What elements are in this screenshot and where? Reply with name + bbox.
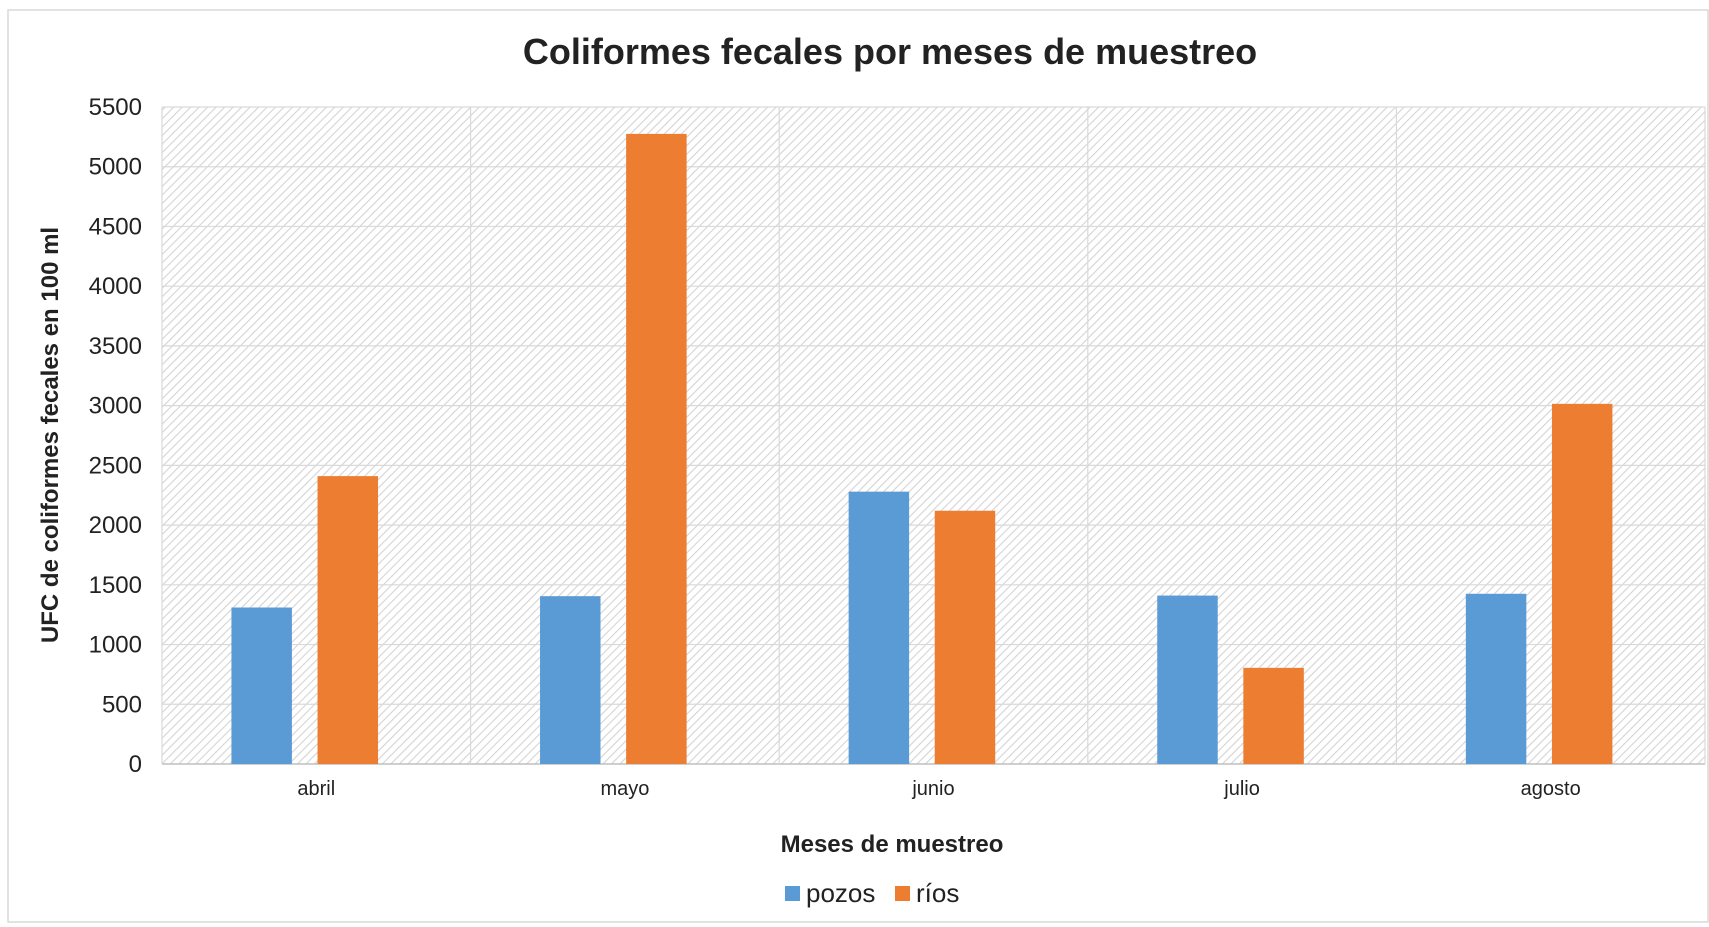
- y-tick-label: 500: [102, 691, 142, 718]
- y-tick-label: 3000: [89, 393, 142, 420]
- x-axis-title: Meses de muestreo: [781, 831, 1004, 858]
- y-tick-label: 4000: [89, 273, 142, 300]
- legend: pozos ríos: [785, 878, 959, 908]
- legend-swatch-pozos: [785, 886, 800, 901]
- bar-ríos-agosto: [1551, 403, 1613, 764]
- y-tick-label: 1000: [89, 632, 142, 659]
- y-tick-label: 2000: [89, 512, 142, 539]
- x-tick-label: junio: [911, 778, 954, 800]
- plot-area: [162, 107, 1705, 764]
- bar-ríos-abril: [317, 476, 379, 764]
- x-tick-label: abril: [297, 778, 335, 800]
- legend-label-ríos: ríos: [916, 878, 959, 908]
- y-tick-label: 0: [129, 751, 142, 778]
- bar-ríos-mayo: [626, 133, 687, 765]
- x-tick-label: agosto: [1521, 778, 1581, 800]
- bar-pozos-junio: [848, 491, 910, 764]
- x-tick-label: mayo: [600, 778, 649, 800]
- y-tick-label: 5000: [89, 154, 142, 181]
- y-tick-label: 1500: [89, 572, 142, 599]
- y-tick-label: 5500: [89, 94, 142, 121]
- y-tick-label: 3500: [89, 333, 142, 360]
- bar-ríos-julio: [1243, 667, 1304, 764]
- y-tick-label: 2500: [89, 452, 142, 479]
- bar-pozos-mayo: [540, 596, 601, 764]
- bar-ríos-junio: [934, 510, 996, 764]
- chart-title: Coliformes fecales por meses de muestreo: [523, 31, 1257, 72]
- legend-label-pozos: pozos: [806, 878, 875, 908]
- y-axis-title: UFC de coliformes fecales en 100 ml: [37, 227, 64, 643]
- y-tick-label: 4500: [89, 213, 142, 240]
- bar-pozos-julio: [1157, 595, 1218, 764]
- bar-pozos-abril: [231, 607, 292, 764]
- bar-pozos-agosto: [1465, 593, 1527, 764]
- legend-swatch-ríos: [895, 886, 910, 901]
- x-tick-label: julio: [1223, 778, 1260, 800]
